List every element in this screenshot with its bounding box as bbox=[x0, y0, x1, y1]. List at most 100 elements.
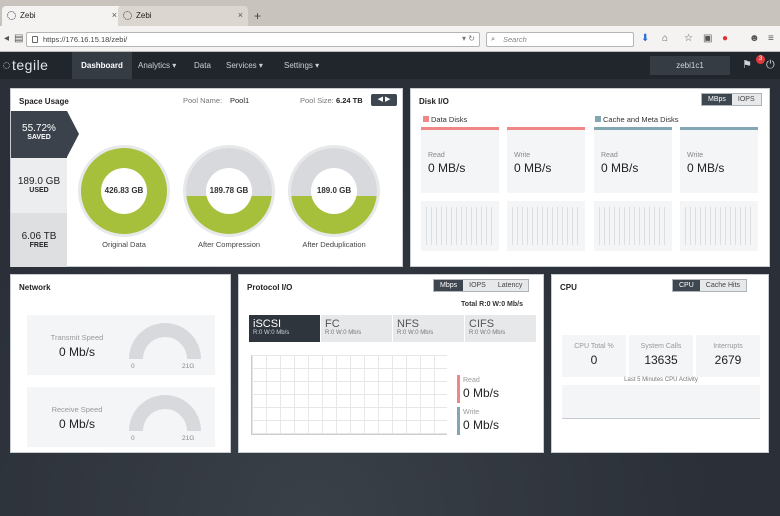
next-pool-icon[interactable]: ▶ bbox=[384, 96, 391, 103]
protocol-io-toggle: Mbps IOPS Latency bbox=[433, 279, 530, 292]
url-text: https://176.16.15.18/zebi/ bbox=[43, 35, 128, 44]
chat-icon[interactable]: ☻ bbox=[749, 33, 760, 44]
tab-nfs[interactable]: NFS R:0 W:0 Mb/s bbox=[393, 315, 465, 342]
addon-icon[interactable]: ● bbox=[722, 33, 729, 44]
interrupts-box: Interrupts 2679 bbox=[696, 335, 760, 377]
toggle-mbps[interactable]: MBps bbox=[702, 94, 732, 105]
nav-data[interactable]: Data bbox=[194, 61, 211, 70]
donut-value: 189.0 GB bbox=[311, 168, 357, 214]
toggle-iops[interactable]: IOPS bbox=[463, 280, 492, 291]
toggle-latency[interactable]: Latency bbox=[491, 280, 529, 291]
menu-icon[interactable]: ≡ bbox=[768, 33, 774, 44]
browser-nav-bar: ◂ ▤ https://176.16.15.18/zebi/ ▾ ↻ ⌕ Sea… bbox=[0, 26, 780, 52]
toggle-mbps[interactable]: Mbps bbox=[434, 280, 464, 291]
back-arrow-icon[interactable]: ◂ bbox=[4, 33, 10, 44]
donut-caption: Original Data bbox=[102, 240, 146, 249]
transmit-gauge bbox=[129, 323, 201, 359]
bookmark-star-icon[interactable]: ☆ bbox=[684, 33, 693, 44]
donut-caption: After Deduplication bbox=[302, 240, 366, 249]
cpu-toggle: CPU Cache Hits bbox=[672, 279, 748, 292]
toggle-iops[interactable]: IOPS bbox=[731, 94, 761, 105]
nav-analytics[interactable]: Analytics ▾ bbox=[138, 61, 177, 70]
power-icon[interactable]: ⏻ bbox=[766, 59, 775, 71]
pool-name-value: Pool1 bbox=[230, 96, 250, 105]
deduplication-donut: 189.0 GB After Deduplication bbox=[291, 148, 377, 249]
transmit-value: 0 Mb/s bbox=[58, 345, 95, 359]
nav-settings[interactable]: Settings ▾ bbox=[284, 61, 320, 70]
pool-name-label: Pool Name: bbox=[183, 96, 223, 105]
metric-value: 0 MB/s bbox=[514, 161, 552, 175]
cpu-activity-note: Last 5 Minutes CPU Activity bbox=[624, 377, 698, 383]
cache-write-card: Write 0 MB/s bbox=[680, 127, 758, 193]
network-panel: Network Transmit Speed 0 Mb/s 0 21G Rece… bbox=[10, 274, 231, 453]
donut-value: 189.78 GB bbox=[206, 168, 252, 214]
panel-title: CPU bbox=[560, 283, 577, 292]
data-read-card: Read 0 MB/s bbox=[421, 127, 499, 193]
cpu-panel: CPU CPU Cache Hits CPU Total % 0 System … bbox=[551, 274, 769, 453]
zebi-favicon-icon bbox=[7, 11, 16, 20]
home-icon[interactable]: ⌂ bbox=[662, 33, 669, 44]
zebi-favicon-icon bbox=[123, 11, 132, 20]
search-field[interactable]: ⌕ Search bbox=[486, 32, 634, 47]
sparkline-area bbox=[507, 201, 585, 251]
compression-donut: 189.78 GB After Compression bbox=[186, 148, 272, 249]
legend-swatch bbox=[595, 116, 601, 122]
stat-value: 13635 bbox=[644, 353, 678, 367]
toggle-cache-hits[interactable]: Cache Hits bbox=[699, 280, 747, 291]
browser-tab-bar: Zebi × Zebi × + bbox=[0, 0, 780, 26]
sparkline-area bbox=[421, 201, 499, 251]
donut-caption: After Compression bbox=[197, 240, 261, 249]
free-label: FREE bbox=[29, 242, 49, 249]
toggle-cpu[interactable]: CPU bbox=[673, 280, 700, 291]
receive-label: Receive Speed bbox=[51, 405, 103, 414]
browser-tab[interactable]: Zebi × bbox=[2, 6, 122, 26]
flag-icon[interactable]: ⚑ bbox=[742, 59, 752, 71]
search-icon: ⌕ bbox=[491, 34, 496, 43]
app-header: tegile Dashboard Analytics ▾ Data Servic… bbox=[0, 52, 780, 79]
metric-value: 0 MB/s bbox=[428, 161, 466, 175]
sidebar-icon[interactable]: ▤ bbox=[14, 33, 24, 44]
system-calls-box: System Calls 13635 bbox=[629, 335, 693, 377]
read-label: Read bbox=[463, 377, 480, 384]
donut-value: 426.83 GB bbox=[101, 168, 147, 214]
dashboard-content: Space Usage Pool Name: Pool1 Pool Size: … bbox=[0, 79, 780, 516]
reload-icon[interactable]: ▾ ↻ bbox=[462, 34, 475, 43]
stat-label: CPU Total % bbox=[574, 343, 614, 350]
metric-label: Write bbox=[687, 152, 704, 159]
legend-swatch bbox=[423, 116, 429, 122]
pool-pager[interactable]: ◀ ▶ bbox=[371, 94, 397, 106]
new-tab-button[interactable]: + bbox=[254, 9, 262, 23]
metric-value: 0 MB/s bbox=[687, 161, 725, 175]
receive-value: 0 Mb/s bbox=[58, 417, 95, 431]
previous-pool-icon[interactable]: ◀ bbox=[377, 96, 384, 103]
free-value: 6.06 TB bbox=[21, 231, 57, 242]
download-icon[interactable]: ⬇ bbox=[641, 33, 650, 44]
free-block: 6.06 TB FREE bbox=[11, 213, 67, 267]
close-tab-icon[interactable]: × bbox=[111, 10, 117, 20]
browser-tab[interactable]: Zebi × bbox=[118, 6, 248, 26]
sparkline-area bbox=[594, 201, 672, 251]
nav-services[interactable]: Services ▾ bbox=[226, 61, 263, 70]
gauge-min: 0 bbox=[131, 363, 135, 370]
cpu-activity-graph bbox=[562, 385, 760, 419]
search-placeholder: Search bbox=[503, 35, 527, 44]
metric-label: Write bbox=[514, 152, 531, 159]
stat-label: System Calls bbox=[640, 343, 682, 350]
data-write-card: Write 0 MB/s bbox=[507, 127, 585, 193]
close-tab-icon[interactable]: × bbox=[237, 10, 243, 20]
sparkline-area bbox=[680, 201, 758, 251]
tab-cifs[interactable]: CIFS R:0 W:0 Mb/s bbox=[465, 315, 537, 342]
metric-value: 0 MB/s bbox=[601, 161, 639, 175]
pool-size-value: 6.24 TB bbox=[336, 96, 363, 105]
url-bar[interactable]: https://176.16.15.18/zebi/ ▾ ↻ bbox=[26, 32, 480, 47]
tab-fc[interactable]: FC R:0 W:0 Mb/s bbox=[321, 315, 393, 342]
used-block: 189.0 GB USED bbox=[11, 158, 67, 213]
space-usage-panel: Space Usage Pool Name: Pool1 Pool Size: … bbox=[10, 88, 403, 267]
user-menu[interactable]: zebi1c1 bbox=[650, 56, 730, 75]
lock-icon bbox=[32, 36, 38, 43]
write-value: 0 Mb/s bbox=[463, 418, 500, 432]
tab-iscsi[interactable]: iSCSI R:0 W:0 Mb/s bbox=[249, 315, 321, 342]
nav-dashboard[interactable]: Dashboard bbox=[72, 52, 132, 79]
protocol-io-panel: Protocol I/O Mbps IOPS Latency Total R:0… bbox=[238, 274, 544, 453]
library-icon[interactable]: ▣ bbox=[703, 33, 713, 44]
